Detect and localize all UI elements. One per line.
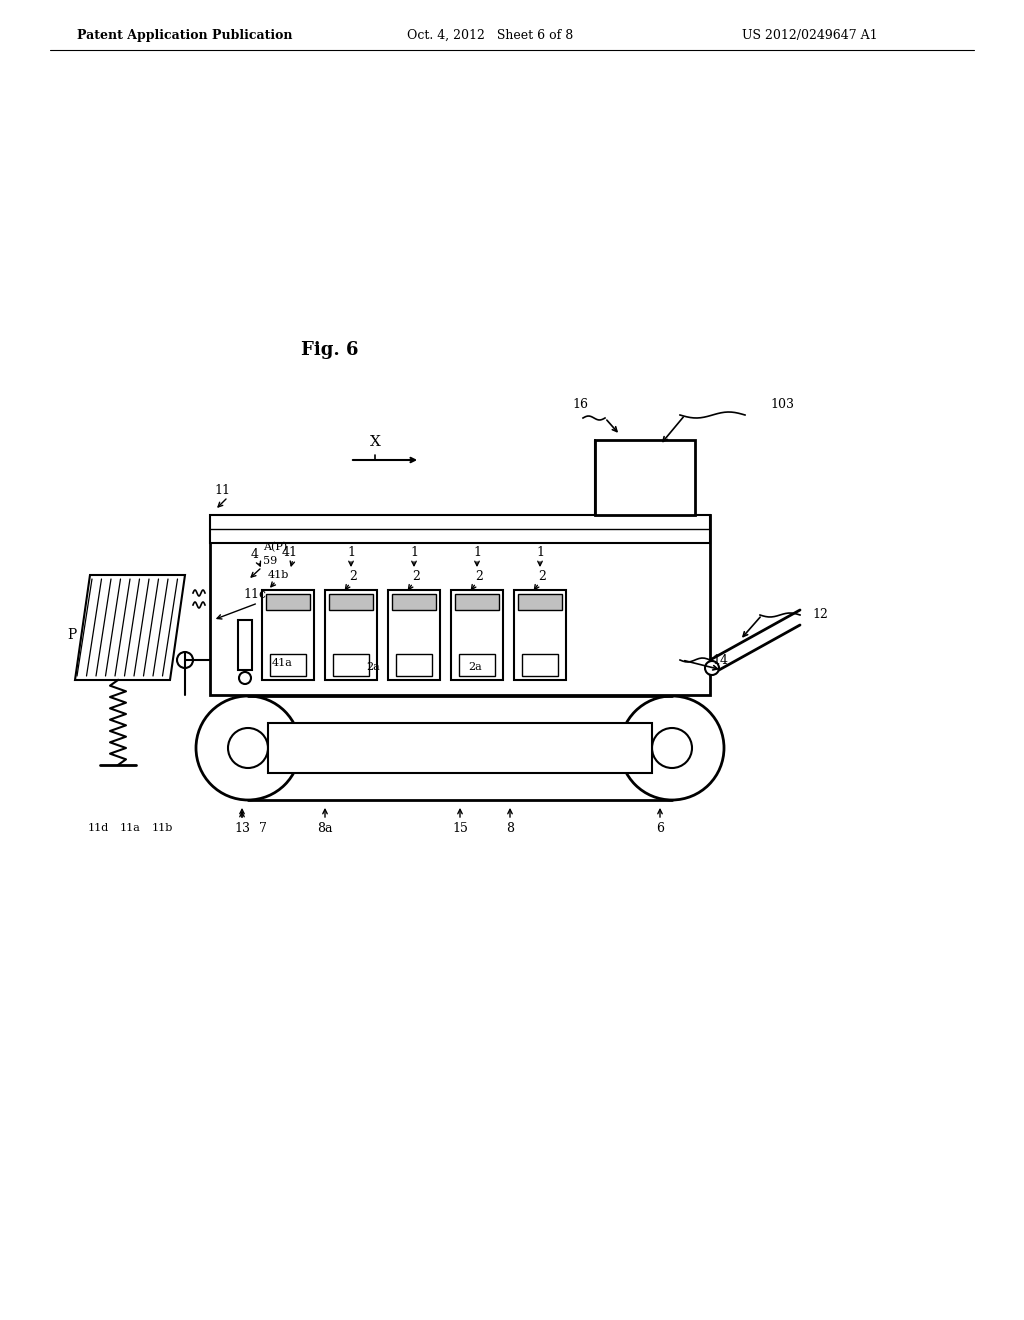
Text: 12: 12 [812,609,828,622]
Text: 41a: 41a [271,657,293,668]
Text: 2: 2 [349,570,357,583]
Circle shape [196,696,300,800]
Text: Fig. 6: Fig. 6 [301,341,358,359]
Text: 11: 11 [214,483,230,496]
Bar [333,653,369,676]
Text: 2a: 2a [367,663,380,672]
Text: 1: 1 [473,546,481,560]
Bar [595,440,695,515]
Bar [270,653,306,676]
Text: 103: 103 [770,399,794,412]
Text: 16: 16 [572,399,588,412]
Text: 2a: 2a [468,663,482,672]
Bar [325,590,377,680]
Bar [210,515,710,696]
Text: 59: 59 [263,556,278,566]
Bar [262,590,314,680]
Text: 14: 14 [712,653,728,667]
Text: P: P [68,628,77,642]
Text: 11c: 11c [244,589,266,602]
Bar [329,594,373,610]
Text: 1: 1 [347,546,355,560]
Circle shape [652,729,692,768]
Text: 41: 41 [282,546,298,560]
Text: 13: 13 [234,821,250,834]
Circle shape [705,661,719,675]
Text: 11b: 11b [152,822,173,833]
Bar [388,590,440,680]
Text: 41b: 41b [267,570,289,579]
Circle shape [620,696,724,800]
Text: 15: 15 [452,821,468,834]
Text: 11a: 11a [120,822,140,833]
Polygon shape [75,576,185,680]
Text: 4: 4 [251,549,259,561]
Text: 1: 1 [410,546,418,560]
Bar [392,594,436,610]
Text: 2: 2 [475,570,483,583]
Text: Oct. 4, 2012   Sheet 6 of 8: Oct. 4, 2012 Sheet 6 of 8 [407,29,573,41]
Text: 8: 8 [506,821,514,834]
Text: 7: 7 [259,821,267,834]
Bar [514,590,566,680]
Bar [210,515,710,543]
Bar [451,590,503,680]
Bar [459,653,495,676]
Bar [396,653,432,676]
Text: 8a: 8a [317,821,333,834]
Bar [266,594,310,610]
Circle shape [228,729,268,768]
Bar [238,620,252,671]
Text: A(P): A(P) [263,541,287,552]
Text: US 2012/0249647 A1: US 2012/0249647 A1 [742,29,878,41]
Text: 2: 2 [538,570,546,583]
Text: X: X [370,436,381,449]
Text: 11d: 11d [87,822,109,833]
Text: 1: 1 [536,546,544,560]
Bar [522,653,558,676]
Bar [455,594,499,610]
Circle shape [177,652,193,668]
Text: 2: 2 [412,570,420,583]
Text: 6: 6 [656,821,664,834]
Bar [268,723,652,774]
Circle shape [239,672,251,684]
Bar [518,594,562,610]
Text: Patent Application Publication: Patent Application Publication [77,29,293,41]
